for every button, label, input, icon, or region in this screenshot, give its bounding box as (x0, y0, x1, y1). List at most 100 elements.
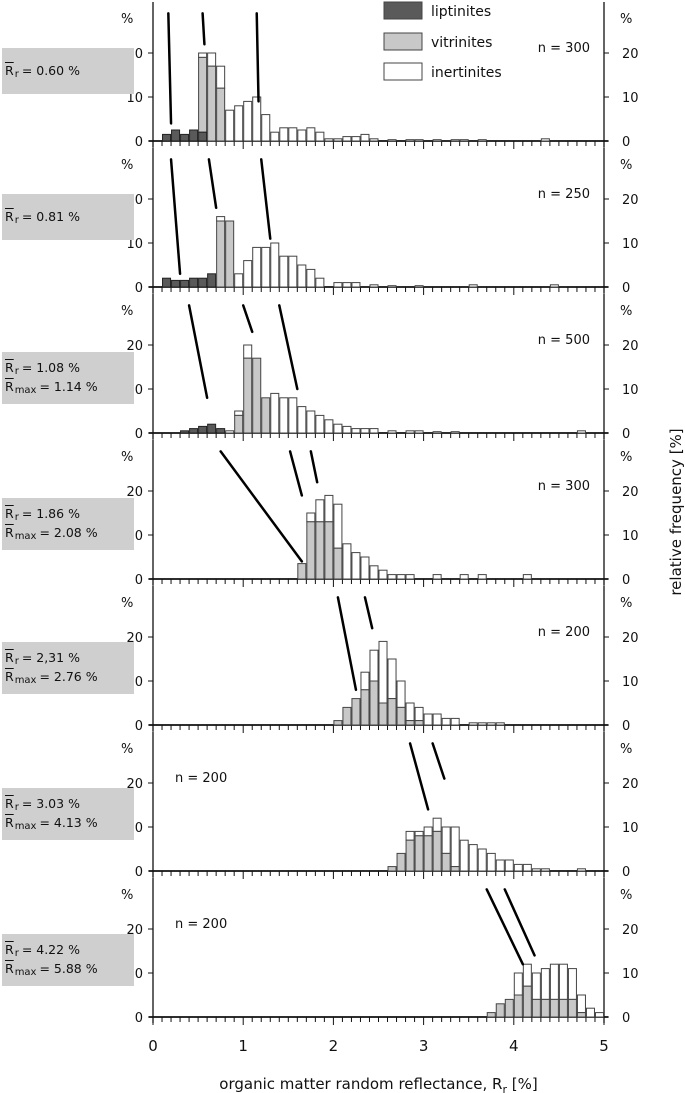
bar-inertinites (234, 105, 244, 142)
reflectance-box: Rr = 3.03 % Rmax = 4.13 % (2, 788, 134, 840)
bar-inertinites (360, 556, 370, 580)
x-tick-label: 1 (238, 1037, 248, 1055)
bar-inertinites (270, 242, 280, 288)
reflectance-value: Rr = 2,31 % (5, 650, 80, 667)
legend-swatch-vitrinites (383, 32, 423, 51)
bar-inertinites (468, 722, 478, 726)
bar-inertinites (531, 972, 541, 1000)
bar-vitrinites (234, 414, 244, 434)
bar-vitrinites (369, 680, 379, 726)
y-tick-label-left: 10 (126, 91, 143, 106)
bar-inertinites (342, 543, 352, 580)
bar-inertinites (324, 138, 334, 142)
bar-liptinites (189, 129, 199, 142)
sample-count-label: n = 200 (175, 917, 227, 932)
sample-count-label: n = 300 (538, 479, 590, 494)
bar-vitrinites (531, 998, 541, 1018)
percent-symbol-left: % (121, 742, 133, 757)
percent-symbol-right: % (620, 304, 632, 319)
bar-vitrinites (216, 87, 226, 142)
sample-count-label: n = 500 (538, 333, 590, 348)
bar-inertinites (459, 574, 469, 580)
bar-inertinites (459, 139, 469, 142)
bar-inertinites (333, 138, 343, 142)
bar-inertinites (306, 268, 316, 288)
reflectance-box: Rr = 1.86 % Rmax = 2.08 % (2, 498, 134, 550)
bar-inertinites (378, 640, 388, 704)
trend-line (363, 596, 374, 630)
y-tick-label-right: 0 (622, 573, 630, 588)
bar-inertinites (252, 246, 262, 288)
bar-inertinites (306, 512, 316, 523)
y-tick-label-left: 20 (126, 339, 143, 354)
bar-vitrinites (495, 1003, 505, 1018)
bar-liptinites (189, 277, 199, 288)
bar-inertinites (459, 839, 469, 872)
x-tick-label: 3 (419, 1037, 429, 1055)
percent-symbol-right: % (620, 158, 632, 173)
y-tick-label-right: 0 (622, 865, 630, 880)
bar-inertinites (405, 574, 415, 580)
y-tick-label-right: 20 (622, 339, 639, 354)
bar-inertinites (387, 430, 397, 434)
bar-inertinites (288, 255, 298, 288)
bar-inertinites (414, 139, 424, 142)
bar-liptinites (207, 273, 217, 288)
percent-symbol-right: % (620, 888, 632, 903)
bar-inertinites (540, 968, 550, 1000)
bar-vitrinites (540, 998, 550, 1018)
bar-inertinites (288, 127, 298, 142)
sample-count-label: n = 300 (538, 41, 590, 56)
trend-line (187, 304, 209, 400)
bar-inertinites (432, 713, 442, 726)
legend: liptinites vitrinites inertinites (383, 1, 502, 81)
y-tick-label-right: 0 (622, 1011, 630, 1026)
bar-inertinites (549, 284, 559, 288)
bar-inertinites (540, 868, 550, 872)
bar-inertinites (315, 414, 325, 434)
bar-inertinites (594, 1012, 604, 1018)
y-tick-label-left: 0 (135, 1011, 143, 1026)
reflectance-box-content: Rr = 0.60 % (2, 48, 134, 94)
sample-count-label: n = 250 (538, 187, 590, 202)
bar-liptinites (180, 430, 190, 434)
bar-inertinites (369, 649, 379, 682)
legend-label-liptinites: liptinites (431, 4, 491, 20)
bar-inertinites (423, 713, 433, 726)
reflectance-value: Rmax = 2.08 % (5, 525, 98, 542)
y-tick-label-left: 0 (135, 427, 143, 442)
reflectance-box-content: Rr = 2,31 % Rmax = 2.76 % (2, 642, 134, 694)
y-tick-label-left: 0 (135, 865, 143, 880)
bar-inertinites (414, 706, 424, 722)
bar-inertinites (477, 139, 487, 142)
bar-inertinites (531, 868, 541, 872)
y-tick-label-right: 0 (622, 281, 630, 296)
reflectance-value: Rr = 0.81 % (5, 208, 80, 226)
bar-inertinites (432, 431, 442, 434)
reflectance-value: Rmax = 5.88 % (5, 961, 98, 978)
reflectance-box: Rr = 0.81 % (2, 194, 134, 240)
x-axis-group: 0 1 2 3 4 5 organic matter random reflectance,… (148, 1037, 609, 1093)
trend-line (219, 450, 304, 563)
y-tick-label-right: 0 (622, 135, 630, 150)
percent-symbol-right: % (620, 450, 632, 465)
bar-vitrinites (567, 998, 577, 1018)
bar-vitrinites (450, 866, 460, 872)
bar-inertinites (288, 397, 298, 434)
bar-inertinites (549, 963, 559, 1000)
sample-count-label: n = 200 (175, 771, 227, 786)
bar-inertinites (585, 1007, 595, 1018)
reflectance-value: Rr = 1.08 % (5, 360, 80, 377)
bar-inertinites (522, 863, 532, 872)
bar-inertinites (252, 96, 262, 142)
bar-inertinites (234, 273, 244, 288)
bar-liptinites (198, 425, 208, 434)
bar-vitrinites (207, 65, 217, 142)
bar-inertinites (423, 826, 433, 837)
bar-vitrinites (252, 357, 262, 434)
legend-swatch-inertinites (383, 62, 423, 81)
